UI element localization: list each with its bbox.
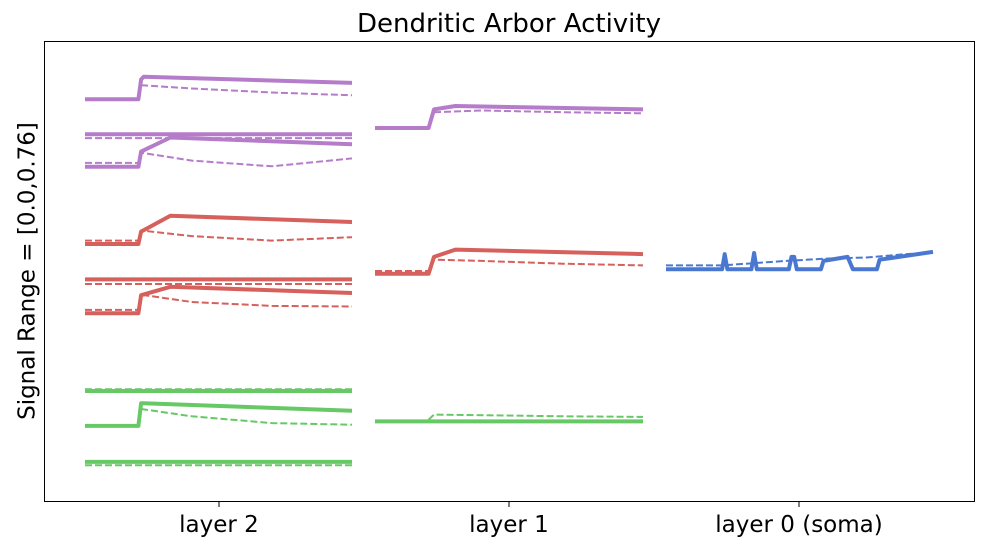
x-tick-label-layer-1: layer 1	[469, 512, 549, 538]
x-axis-ticks: layer 2 layer 1 layer 0 (soma)	[179, 502, 883, 538]
series-layer	[85, 74, 934, 467]
chart-title: Dendritic Arbor Activity	[357, 9, 661, 39]
x-tick-label-layer-0-soma: layer 0 (soma)	[715, 512, 882, 538]
series-line-dashed	[85, 151, 353, 168]
series-layer2-purple-1	[85, 74, 353, 102]
series-layer1-red	[375, 247, 644, 276]
series-line-solid	[85, 284, 353, 316]
series-line-dashed	[427, 413, 644, 421]
plot-area	[44, 41, 975, 502]
series-line-dashed	[140, 408, 353, 426]
x-tick-label-layer-2: layer 2	[179, 512, 259, 538]
series-line-dashed	[141, 84, 353, 97]
series-layer1-purple	[375, 104, 644, 130]
series-layer0-blue	[666, 249, 934, 272]
series-line-solid	[85, 135, 353, 169]
series-layer2-green-1	[85, 388, 352, 393]
series-line-solid	[375, 104, 644, 130]
series-layer1-green	[375, 413, 644, 424]
series-layer2-green-2	[85, 401, 353, 428]
series-line-dashed	[433, 109, 644, 115]
y-axis-label: Signal Range = [0.0,0.76]	[15, 122, 41, 420]
series-line-solid	[375, 247, 644, 276]
series-line-solid	[666, 249, 934, 272]
series-line-dashed	[85, 293, 353, 311]
series-line-solid	[85, 74, 353, 102]
series-layer2-red-2	[85, 277, 352, 285]
series-line-dashed	[85, 229, 353, 242]
series-line-solid	[85, 401, 353, 428]
series-line-solid	[85, 213, 353, 246]
series-layer2-red-3	[85, 284, 353, 316]
series-layer2-green-3	[85, 459, 352, 467]
series-layer2-red-1	[85, 213, 353, 246]
series-layer2-purple-3	[85, 135, 353, 169]
series-line-dashed	[375, 258, 644, 272]
